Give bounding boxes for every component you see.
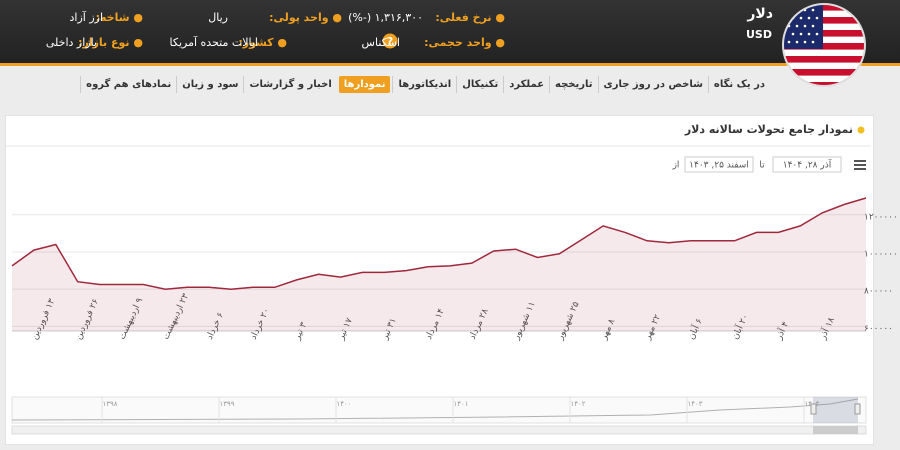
tab[interactable]: اندیکاتورها [392, 75, 456, 93]
tab[interactable]: شاخص در روز جاری [597, 75, 708, 93]
tab[interactable]: تاریخچه [549, 75, 598, 93]
field-value: ۱,۳۱۶,۳۰۰ (-%) [348, 11, 423, 24]
field-value: اسکناس [361, 36, 400, 49]
navigator-label: ۱۳۹۸ [102, 400, 117, 408]
from-date: اسفند ۲۵, ۱۴۰۳ [689, 161, 749, 171]
field-value: ارز آزاد [69, 11, 104, 24]
navigator-label: ۱۴۰۰ [336, 400, 351, 408]
scrollbar[interactable] [11, 425, 867, 435]
y-tick-label: ۱۲۰۰۰۰۰ [864, 212, 898, 222]
navigator-label: ۱۴۰۲ [570, 400, 585, 408]
tab[interactable]: اخبار و گزارشات [243, 75, 336, 93]
tab[interactable]: تکنیکال [456, 75, 503, 93]
price-line [11, 197, 867, 290]
asset-name: دلار [747, 6, 773, 22]
navigator[interactable] [11, 396, 867, 424]
tab-bar: در یک نگاه شاخص در روز جاری تاریخچه عملکرد ت… [80, 70, 770, 98]
tab[interactable]: سود و زیان [176, 75, 243, 93]
flag [782, 3, 866, 87]
field-label-text: واحد پولی: [269, 11, 329, 24]
field-value: ایالات متحده آمریکا [169, 36, 258, 49]
navigator-handle[interactable] [854, 403, 861, 415]
field-label: ● نرخ فعلی: [435, 11, 505, 24]
field-label: ● واحد پولی: [269, 11, 342, 24]
field-label: ● واحد حجمی: [424, 36, 505, 49]
field-label-text: نوع بازار: [78, 36, 130, 49]
to-date-input[interactable] [772, 156, 842, 173]
field-label-text: شاخه: [95, 11, 130, 24]
navigator-line [11, 398, 859, 421]
tab[interactable]: نمودارها [338, 75, 391, 93]
help-icon[interactable]: ? [382, 33, 398, 49]
field-label-text: نرخ فعلی: [435, 11, 492, 24]
field-label: ● کشور: [238, 36, 287, 49]
navigator-label: ۱۴۰۴ [804, 400, 819, 408]
from-date-input[interactable] [684, 156, 754, 173]
svg-text:?: ? [387, 35, 393, 48]
tab[interactable]: عملکرد [503, 75, 549, 93]
menu-icon[interactable] [854, 160, 866, 170]
panel-title: نمودار جامع تحولات سالانه دلار [684, 123, 853, 136]
field-label: ● نوع بازار: [78, 36, 143, 49]
header: دلار USD ● نرخ فعلی: ۱,۳۱۶,۳۰۰ (-%) ● وا… [0, 0, 900, 66]
navigator-label: ۱۳۹۹ [219, 400, 234, 408]
from-label: از [672, 161, 680, 171]
field-label: ● شاخه: [95, 11, 143, 24]
navigator-label: ۱۴۰۳ [687, 400, 702, 408]
navigator-handle[interactable] [810, 403, 817, 415]
navigator-label: ۱۴۰۱ [453, 400, 468, 408]
tab[interactable]: نمادهای هم گروه [80, 75, 176, 93]
navigator-selection[interactable] [813, 397, 858, 423]
y-tick-label: ۱۰۰۰۰۰۰ [864, 249, 898, 259]
y-tick-label: ۸۰۰۰۰۰ [864, 287, 893, 297]
scrollbar-thumb[interactable] [813, 426, 858, 434]
field-value: بازار داخلی [45, 36, 97, 49]
asset-symbol: USD [746, 28, 772, 41]
field-label-text: واحد حجمی: [424, 36, 492, 49]
field-value: ریال [208, 11, 228, 24]
area-fill [12, 198, 866, 331]
y-tick-label: ۶۰۰۰۰۰ [864, 324, 893, 334]
field-label-text: کشور: [238, 36, 274, 49]
title-bullet [857, 126, 865, 134]
to-label: تا [759, 161, 765, 171]
tab[interactable]: در یک نگاه [707, 75, 770, 93]
to-date: آذر ۲۸, ۱۴۰۴ [783, 159, 832, 171]
